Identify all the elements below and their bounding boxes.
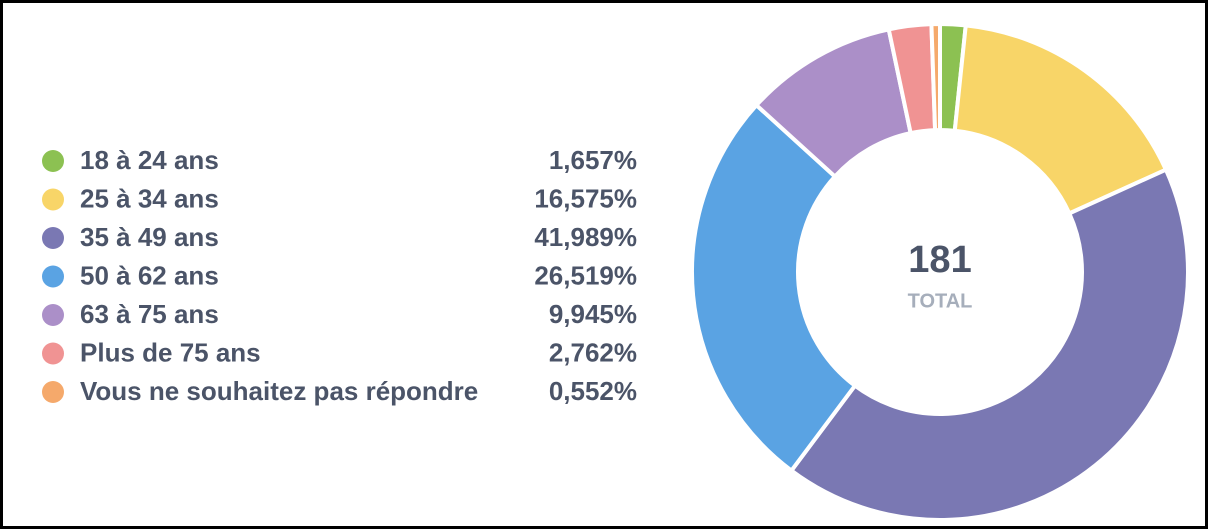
center-label: TOTAL bbox=[908, 290, 973, 312]
donut-segment bbox=[929, 21, 942, 133]
center-value: 181 bbox=[908, 239, 971, 281]
legend-swatch bbox=[42, 304, 64, 326]
legend-swatch bbox=[42, 381, 64, 403]
legend-label: 50 à 62 ans bbox=[80, 260, 219, 290]
legend-swatch bbox=[42, 188, 64, 211]
legend-label: 18 à 24 ans bbox=[80, 145, 219, 175]
value-label: 26,519% bbox=[534, 260, 637, 290]
legend-label: Plus de 75 ans bbox=[80, 337, 261, 367]
legend-label: Vous ne souhaitez pas répondre bbox=[80, 376, 478, 406]
legend-swatch bbox=[42, 227, 64, 249]
donut-segment bbox=[952, 23, 1169, 217]
legend-swatch bbox=[42, 342, 64, 365]
legend-swatch bbox=[42, 265, 64, 288]
legend-label: 25 à 34 ans bbox=[80, 183, 219, 213]
legend-label: 35 à 49 ans bbox=[80, 222, 219, 252]
value-label: 0,552% bbox=[549, 376, 637, 406]
legend-label: 63 à 75 ans bbox=[80, 299, 219, 329]
donut-segment bbox=[690, 102, 858, 474]
value-label: 16,575% bbox=[534, 183, 637, 213]
value-label: 9,945% bbox=[549, 299, 637, 329]
value-label: 41,989% bbox=[534, 222, 637, 252]
value-label: 1,657% bbox=[549, 145, 637, 175]
donut-segment bbox=[788, 167, 1190, 522]
value-label: 2,762% bbox=[549, 337, 637, 367]
legend-swatch bbox=[42, 150, 64, 172]
